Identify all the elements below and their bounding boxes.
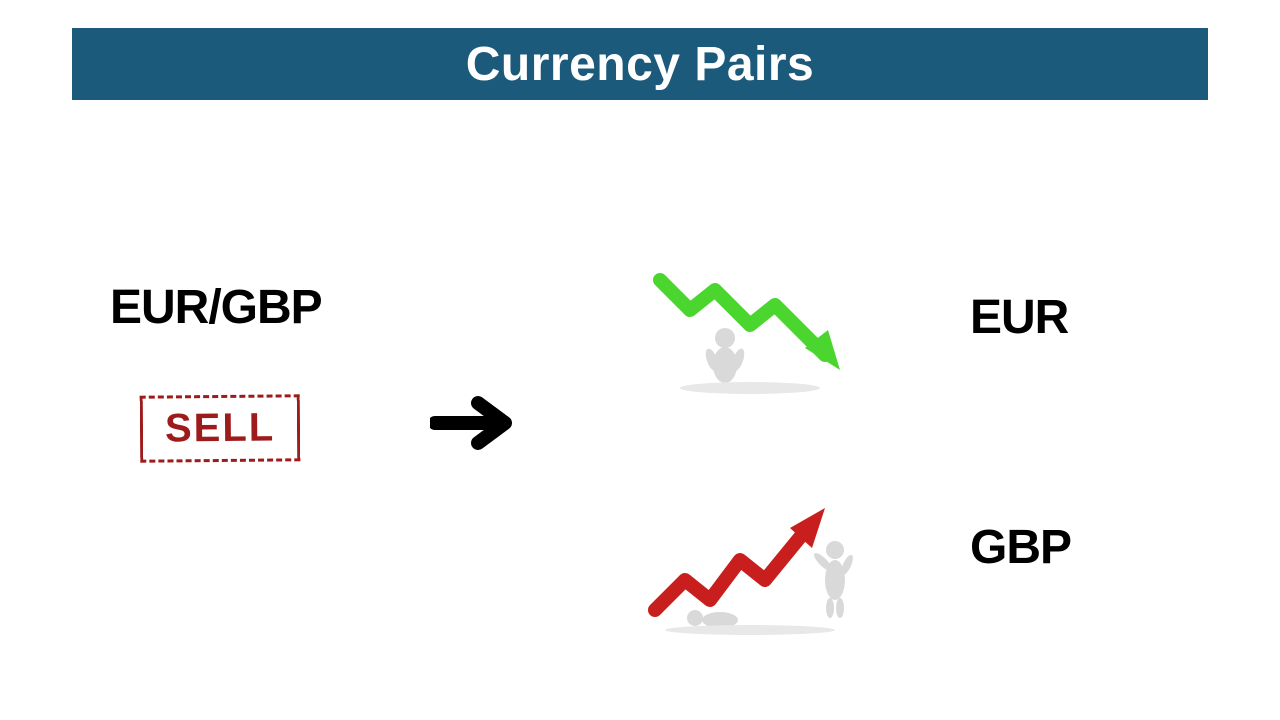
currency-pair-label: EUR/GBP [110,280,322,335]
arrow-right-icon [430,388,520,463]
currency-eur-label: EUR [970,290,1068,345]
page-title: Currency Pairs [466,37,815,92]
sell-stamp-text: SELL [165,406,276,451]
down-trend-icon [640,260,880,405]
title-bar: Currency Pairs [72,28,1208,100]
sell-stamp: SELL [140,394,301,462]
currency-gbp-label: GBP [970,520,1071,575]
up-trend-icon [640,490,880,645]
